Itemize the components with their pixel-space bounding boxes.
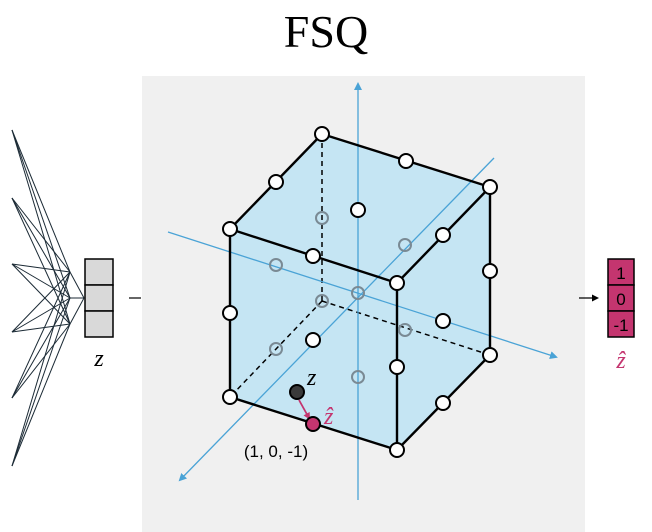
output-vector-value: -1 — [613, 316, 628, 335]
encoder-network — [11, 129, 85, 467]
quantized-coordinate-label: (1, 0, -1) — [244, 442, 308, 461]
quantization-arrow — [298, 399, 310, 420]
diagram-title: FSQ — [283, 6, 369, 57]
continuous-point-label: z — [306, 365, 317, 391]
input-vector-label: z — [93, 346, 104, 372]
output-vector-value: 0 — [616, 290, 625, 309]
output-vector-value: 1 — [616, 264, 625, 283]
visible-lattice-points — [222, 126, 498, 458]
quantized-point — [305, 416, 321, 432]
cube-hidden-edges — [229, 134, 491, 398]
continuous-point — [289, 384, 305, 400]
input-vector — [84, 258, 114, 338]
output-vector-label: ẑ — [615, 348, 626, 374]
quantized-point-label: ẑ — [323, 404, 334, 430]
output-vector — [607, 258, 635, 338]
hidden-lattice-points — [269, 211, 412, 384]
coordinate-axes — [167, 82, 558, 500]
